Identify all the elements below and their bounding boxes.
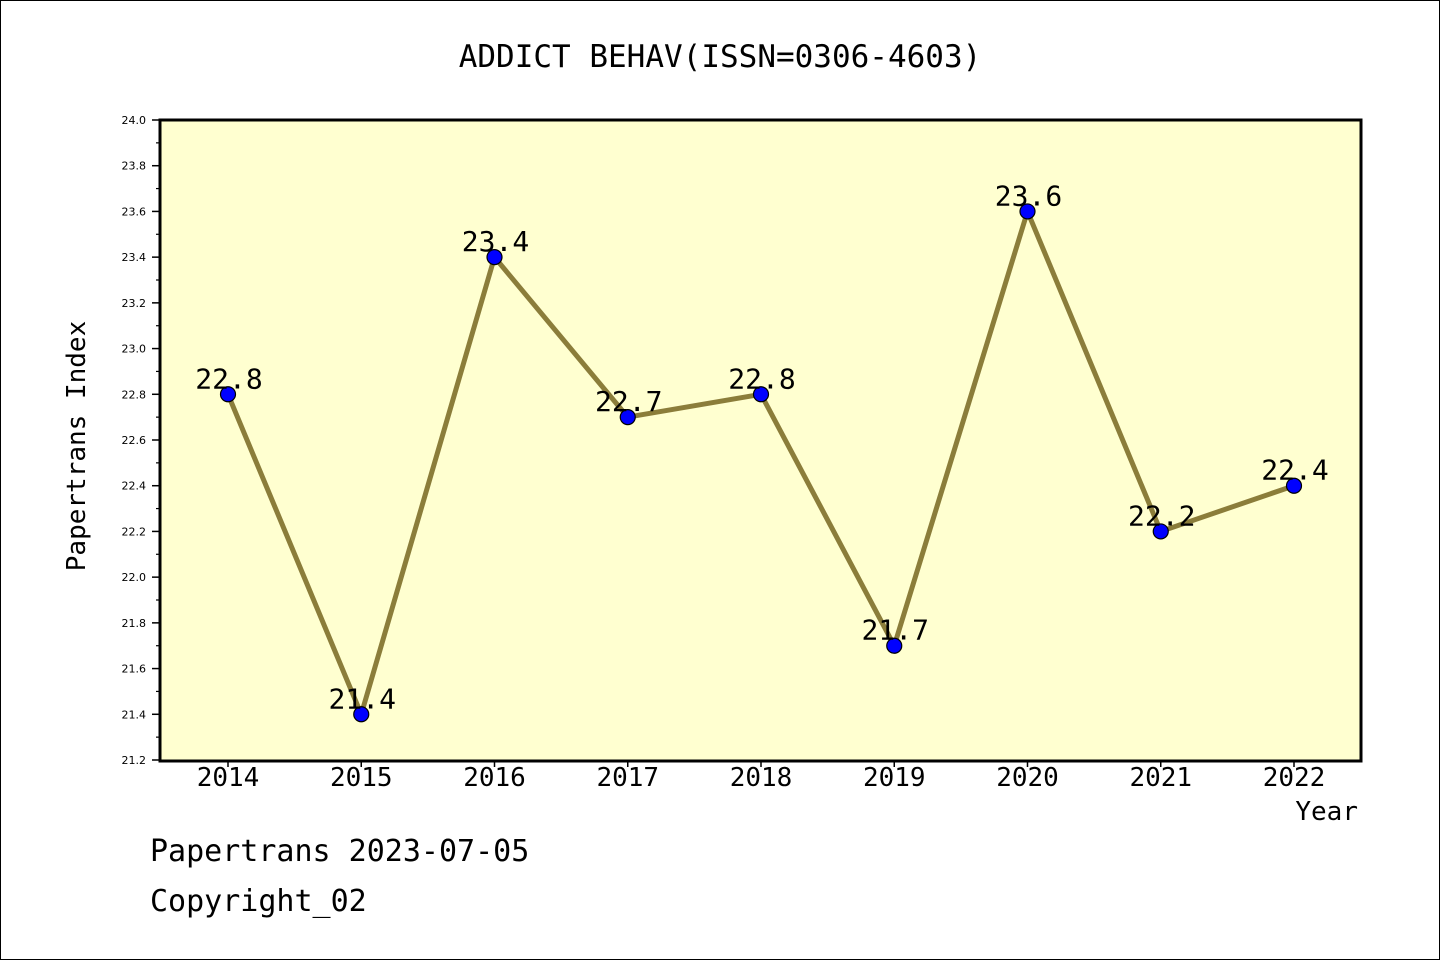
- x-tick-label: 2019: [863, 763, 926, 793]
- data-label: 22.2: [1128, 499, 1195, 532]
- x-axis-ticks: 2014 2015 2016 2017 2018 2019 2020 2021 2022: [197, 761, 1326, 793]
- data-label: 23.4: [462, 225, 529, 258]
- y-axis-ticks: 21.2 21.4 21.6 21.8 22.0 22.2 22.4 22.6 22.8 23.0…: [122, 114, 160, 767]
- data-label: 22.8: [195, 362, 262, 395]
- data-point: [752, 386, 770, 403]
- y-tick-label: 23.6: [122, 205, 147, 218]
- data-point: [1019, 203, 1036, 220]
- y-tick-label: 23.2: [122, 297, 147, 310]
- x-tick-label: 2018: [730, 763, 793, 793]
- data-label: 22.7: [595, 385, 662, 418]
- x-tick-label: 2020: [996, 763, 1059, 793]
- x-tick-label: 2014: [197, 763, 260, 793]
- y-tick-label: 21.4: [122, 708, 147, 721]
- x-tick-label: 2016: [463, 763, 526, 793]
- y-tick-label: 22.8: [122, 388, 147, 401]
- y-tick-label: 23.8: [122, 160, 147, 173]
- data-point: [353, 706, 370, 723]
- footer-copyright: Copyright_02: [150, 884, 367, 919]
- data-label: 21.4: [329, 682, 396, 715]
- y-axis-label: Papertrans Index: [62, 321, 92, 571]
- y-tick-label: 22.2: [122, 525, 147, 538]
- data-point: [1152, 523, 1169, 540]
- x-tick-label: 2022: [1263, 763, 1326, 793]
- x-tick-label: 2015: [330, 763, 393, 793]
- x-axis-label: Year: [1295, 797, 1358, 827]
- y-tick-label: 21.8: [122, 617, 147, 630]
- y-tick-label: 21.6: [122, 663, 147, 676]
- y-tick-label: 22.0: [122, 571, 147, 584]
- data-label: 21.7: [862, 614, 929, 647]
- y-tick-label: 23.4: [122, 251, 147, 264]
- plot-border: [158, 118, 1363, 763]
- x-tick-label: 2021: [1129, 763, 1192, 793]
- x-tick-label: 2017: [596, 763, 659, 793]
- data-point: [886, 637, 903, 654]
- chart-title: ADDICT BEHAV(ISSN=0306-4603): [459, 39, 982, 75]
- data-point: [619, 409, 636, 426]
- data-points: [219, 203, 1303, 723]
- data-point: [219, 386, 237, 403]
- data-label: 22.4: [1261, 454, 1328, 487]
- data-label: 22.8: [728, 362, 795, 395]
- data-point: [1285, 477, 1303, 494]
- y-tick-label: 22.4: [122, 480, 147, 493]
- y-tick-label: 21.2: [122, 754, 147, 767]
- data-labels: 22.8 21.4 23.4 22.7 22.8 21.7 23.6 22.2 22.4: [195, 179, 1328, 715]
- y-tick-label: 24.0: [122, 114, 147, 127]
- data-label: 23.6: [995, 179, 1062, 212]
- plot-area: [160, 120, 1361, 761]
- y-tick-label: 22.6: [122, 434, 147, 447]
- footer-date: Papertrans 2023-07-05: [150, 834, 530, 869]
- data-point: [486, 249, 503, 266]
- y-tick-label: 23.0: [122, 343, 147, 356]
